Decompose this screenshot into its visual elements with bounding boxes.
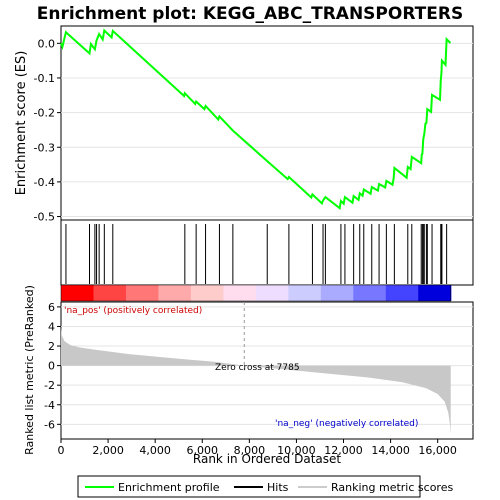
heatmap-segment [158, 285, 192, 301]
es-y-tick-label: -0.2 [34, 107, 55, 120]
x-tick-label: 4,000 [139, 444, 171, 457]
legend: Enrichment profile Hits Ranking metric s… [77, 475, 453, 498]
ranking-y-tick-label: 6 [48, 301, 55, 314]
ranking-y-tick-label: -4 [44, 399, 55, 412]
chart-title: Enrichment plot: KEGG_ABC_TRANSPORTERS [37, 4, 463, 24]
ranking-y-axis-label: Ranked list metric (PreRanked) [23, 285, 36, 455]
heatmap-segment [61, 285, 95, 301]
heatmap-segment [418, 285, 452, 301]
heatmap-segment [288, 285, 322, 301]
es-y-tick-label: -0.1 [34, 72, 55, 85]
x-tick-label: 14,000 [371, 444, 410, 457]
es-y-axis-label: Enrichment score (ES) [14, 51, 29, 196]
es-panel-gridlines [61, 42, 473, 218]
heatmap-segment [190, 285, 224, 301]
ranking-y-tick-label: 4 [48, 320, 55, 333]
es-y-tick-label: 0.0 [38, 37, 56, 50]
x-axis-label: Rank in Ordered Dataset [193, 452, 341, 466]
heatmap-segment [223, 285, 257, 301]
es-panel-y-ticks: 0.0 -0.1 -0.2 -0.3 -0.4 -0.5 [34, 37, 61, 224]
ranking-y-tick-label: -2 [44, 379, 55, 392]
ranking-heatmap-band [60, 284, 452, 302]
heatmap-segment [125, 285, 160, 301]
negative-correlation-label: 'na_neg' (negatively correlated) [275, 419, 418, 429]
heatmap-outline [60, 284, 451, 302]
x-tick-label: 8,000 [234, 444, 266, 457]
hit-markers [65, 224, 448, 284]
x-tick-label: 10,000 [277, 444, 316, 457]
es-panel-frame [60, 25, 474, 221]
enrichment-profile-line [60, 28, 452, 211]
legend-label-enrichment: Enrichment profile [118, 481, 220, 494]
ranking-y-tick-label: 0 [48, 360, 55, 373]
ranking-panel-y-ticks: 6 4 2 0 -2 -4 -6 [44, 301, 61, 431]
x-tick-label: 0 [58, 444, 65, 457]
ranking-y-tick-label: 2 [48, 340, 55, 353]
legend-label-hits: Hits [267, 481, 289, 494]
es-y-tick-label: -0.5 [34, 211, 55, 224]
x-tick-label: 16,000 [418, 444, 457, 457]
positive-correlation-label: 'na_pos' (positively correlated) [64, 306, 202, 316]
es-y-tick-label: -0.4 [34, 176, 55, 189]
zero-cross-label: Zero cross at 7785 [215, 363, 300, 373]
es-y-tick-label: -0.3 [34, 141, 55, 154]
heatmap-segment [93, 285, 127, 301]
x-tick-label: 2,000 [92, 444, 124, 457]
x-tick-label: 12,000 [324, 444, 363, 457]
heatmap-segment [320, 285, 354, 301]
ranking-y-tick-label: -6 [44, 418, 55, 431]
heatmap-segment [353, 285, 387, 301]
legend-label-ranking: Ranking metric scores [331, 481, 453, 494]
x-tick-label: 6,000 [187, 444, 219, 457]
heatmap-segment [255, 285, 289, 301]
x-axis-ticks: 0 2,000 4,000 6,000 8,000 10,000 12,000 14,000 1… [58, 439, 457, 457]
heatmap-segment [385, 285, 419, 301]
